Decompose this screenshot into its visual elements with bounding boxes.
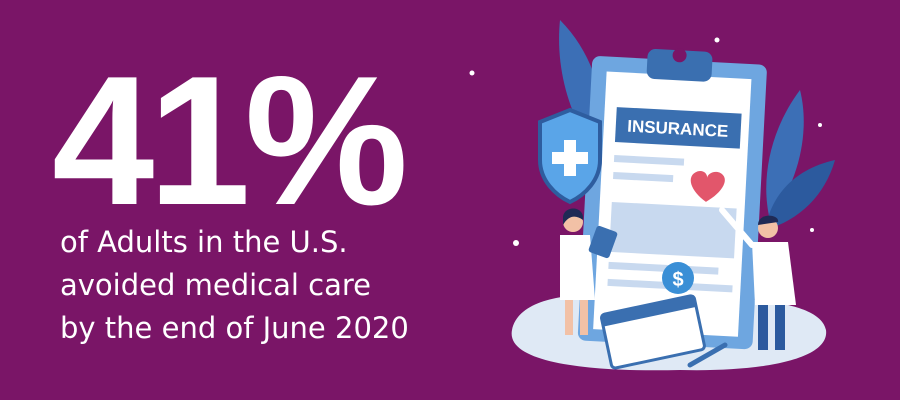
tablet xyxy=(588,225,618,259)
pen xyxy=(687,342,728,368)
person-right xyxy=(719,207,796,350)
headline: 41% xyxy=(52,37,404,243)
sparkle xyxy=(810,228,814,232)
leg xyxy=(775,305,785,350)
caption-line: by the end of June 2020 xyxy=(60,311,409,345)
shield-cross xyxy=(552,140,588,176)
coat xyxy=(560,235,595,300)
sparkle xyxy=(714,37,720,43)
sparkle xyxy=(469,70,475,76)
person-left xyxy=(560,208,618,335)
text-line xyxy=(613,155,685,166)
arm xyxy=(719,207,755,248)
clip-hole xyxy=(672,48,687,63)
sparkle xyxy=(818,123,822,127)
heart xyxy=(690,171,725,202)
form-box xyxy=(609,201,737,259)
calendar-header xyxy=(600,295,697,327)
clipboard-clip xyxy=(646,49,713,82)
coin xyxy=(662,262,694,294)
hair xyxy=(563,208,584,225)
clipboard: INSURANCE xyxy=(577,48,767,350)
label-banner xyxy=(614,107,742,149)
hair xyxy=(758,215,779,225)
calendar xyxy=(600,294,706,370)
leaf xyxy=(765,160,835,230)
caption-line: avoided medical care xyxy=(60,268,371,302)
leg xyxy=(565,300,573,335)
caption-line: of Adults in the U.S. xyxy=(60,225,348,259)
leg xyxy=(580,300,588,335)
leaf xyxy=(766,90,804,220)
leg xyxy=(758,305,768,350)
coat xyxy=(752,242,796,305)
coin-symbol: $ xyxy=(672,269,683,291)
text-line xyxy=(613,171,674,183)
illustration: INSURANCE $ xyxy=(469,20,835,371)
sparkle xyxy=(513,240,519,246)
